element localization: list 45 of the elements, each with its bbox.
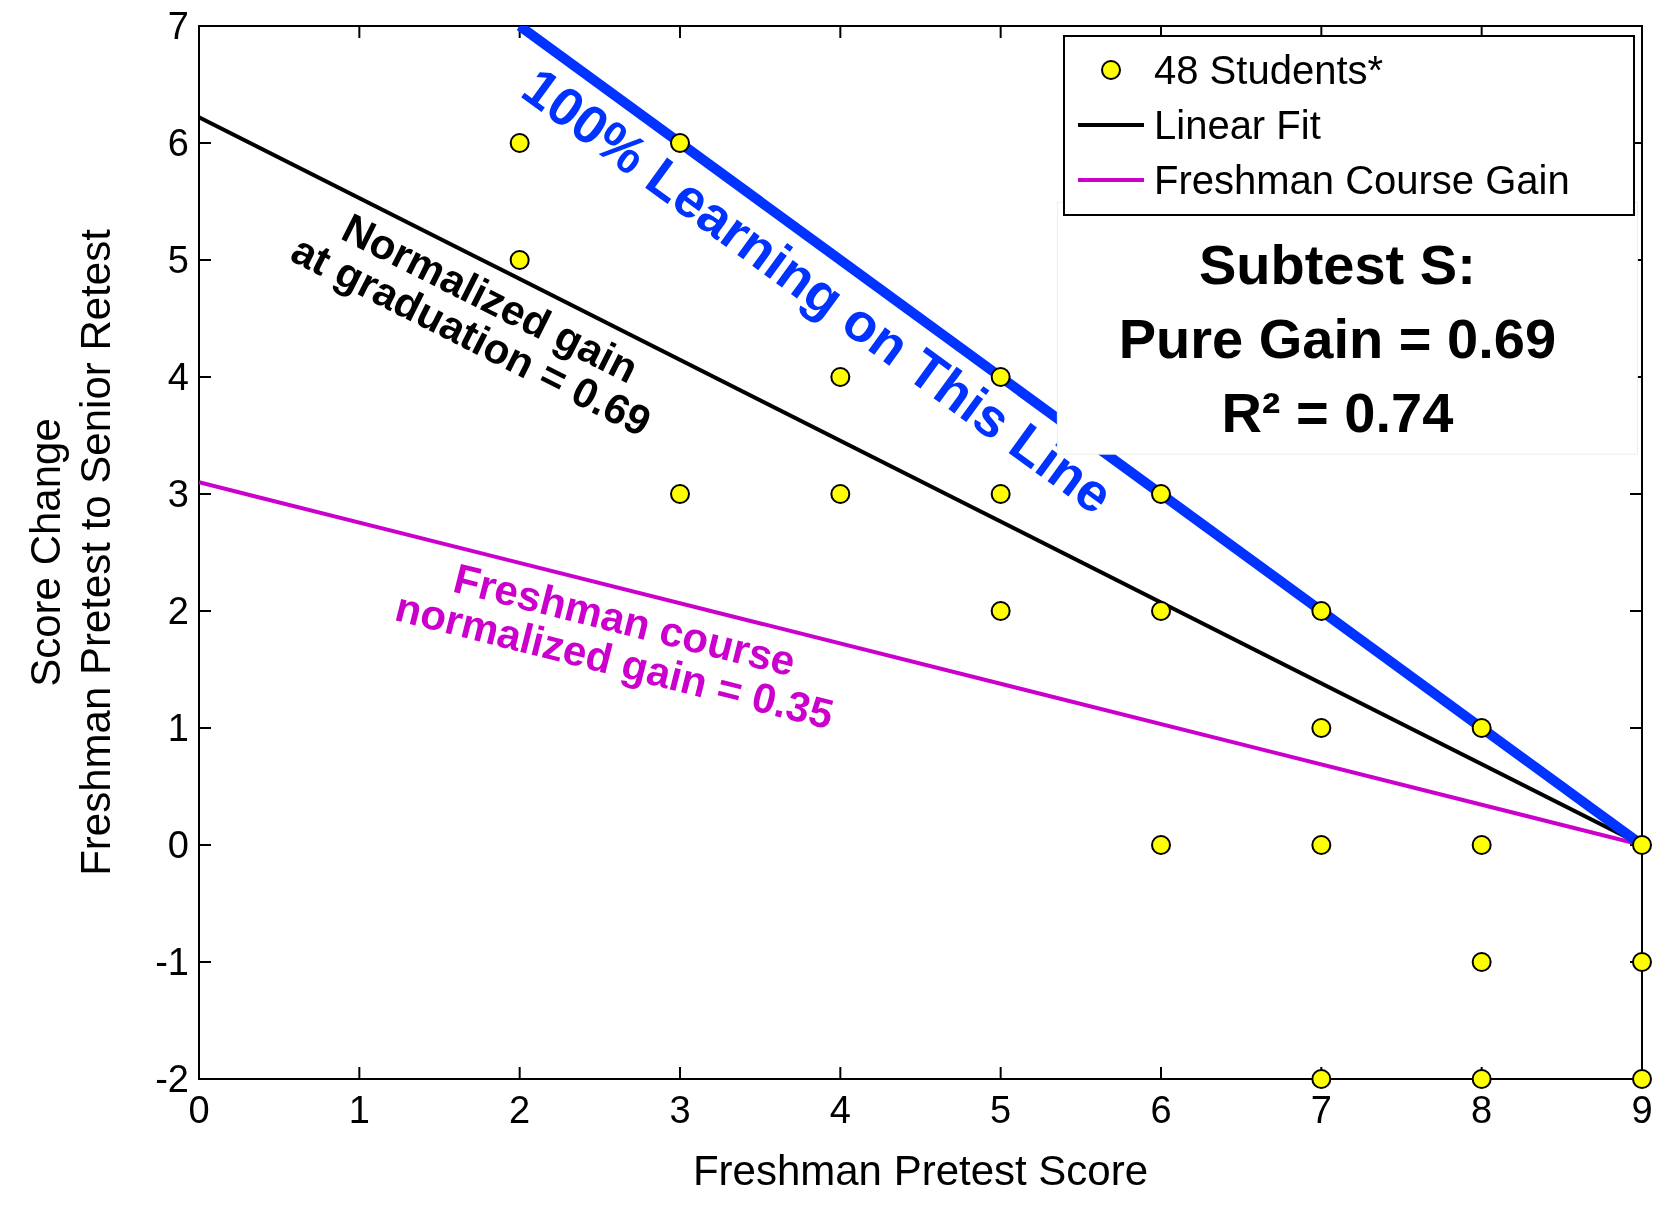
point — [990, 601, 1011, 621]
point — [670, 484, 690, 504]
y-tick-label: 1 — [167, 707, 189, 750]
y-tick-label: -1 — [155, 941, 189, 984]
x-tick-label: 7 — [1310, 1089, 1332, 1131]
y-tick-label: -2 — [155, 1058, 189, 1101]
point — [1151, 835, 1171, 855]
point — [990, 484, 1011, 504]
point — [1632, 952, 1652, 972]
annotation: Subtest S: Pure Gain = 0.69 R² = 0.74 — [1118, 233, 1557, 445]
point — [1471, 835, 1492, 855]
y-tick-label: 5 — [167, 239, 189, 282]
x-tick-label: 3 — [669, 1089, 691, 1131]
legend-label: Freshman Course Gain — [1154, 158, 1570, 202]
y-axis-title: Score Change Freshman Pretest to Senior Retest — [22, 228, 119, 876]
y-tick-label: 3 — [167, 473, 189, 516]
legend-label: 48 Students* — [1154, 48, 1384, 92]
point — [1311, 601, 1332, 621]
x-tick-label: 8 — [1471, 1089, 1493, 1131]
x-tick-label: 6 — [1150, 1089, 1172, 1131]
y-tick-label: 6 — [167, 122, 189, 165]
point — [1311, 835, 1332, 855]
y-tick-label: 0 — [167, 824, 189, 867]
point — [1632, 1069, 1652, 1089]
x-tick-label: 1 — [348, 1089, 370, 1131]
x-tick-label: 9 — [1631, 1089, 1653, 1131]
point — [1311, 1069, 1332, 1089]
point — [1471, 718, 1492, 738]
y-tick-label: 2 — [167, 590, 189, 633]
x-tick-label: 4 — [829, 1089, 851, 1131]
point — [1151, 484, 1171, 504]
point — [1311, 718, 1332, 738]
point — [1151, 601, 1171, 621]
point — [1471, 1069, 1492, 1089]
y-tick-label: 7 — [167, 5, 189, 48]
point — [1632, 835, 1652, 855]
x-tick-label: 2 — [509, 1089, 531, 1131]
point — [830, 484, 851, 504]
legend-label: Linear Fit — [1154, 103, 1321, 147]
y-tick-label: 4 — [167, 356, 189, 399]
x-axis-title: Freshman Pretest Score — [692, 1147, 1149, 1194]
x-tick-label: 5 — [990, 1089, 1012, 1131]
point — [670, 133, 690, 153]
point — [1471, 952, 1492, 972]
point — [830, 367, 851, 387]
